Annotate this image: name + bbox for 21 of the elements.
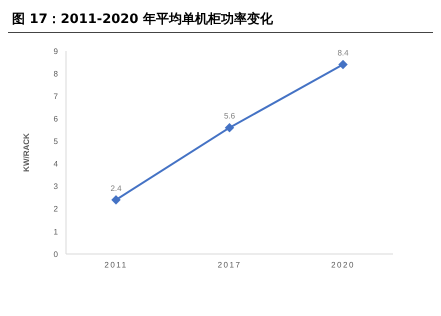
y-tick-label: 2: [54, 204, 59, 214]
y-tick-label: 7: [54, 92, 59, 101]
point: [225, 123, 234, 132]
chart-title: 图 17：2011-2020 年平均单机柜功率变化: [8, 8, 433, 33]
x-tick-label: 2017: [218, 260, 242, 270]
data-label: 2.4: [110, 184, 122, 193]
y-axis-title: KW/RACK: [22, 132, 31, 172]
x-tick-label: 2020: [331, 260, 355, 270]
point: [338, 60, 348, 70]
y-tick-label: 4: [54, 160, 59, 169]
y-tick-label: 9: [54, 46, 59, 56]
y-tick-label: 5: [54, 137, 59, 146]
x-tick-label: 2011: [104, 260, 128, 270]
y-tick-label: 0: [54, 250, 59, 259]
y-tick-label: 3: [54, 182, 59, 192]
y-tick-label: 8: [54, 69, 59, 78]
data-label: 8.4: [337, 48, 350, 58]
point: [112, 195, 120, 204]
y-tick-label: 1: [54, 227, 59, 236]
data-label: 5.6: [224, 112, 236, 121]
y-tick-label: 6: [54, 114, 59, 124]
